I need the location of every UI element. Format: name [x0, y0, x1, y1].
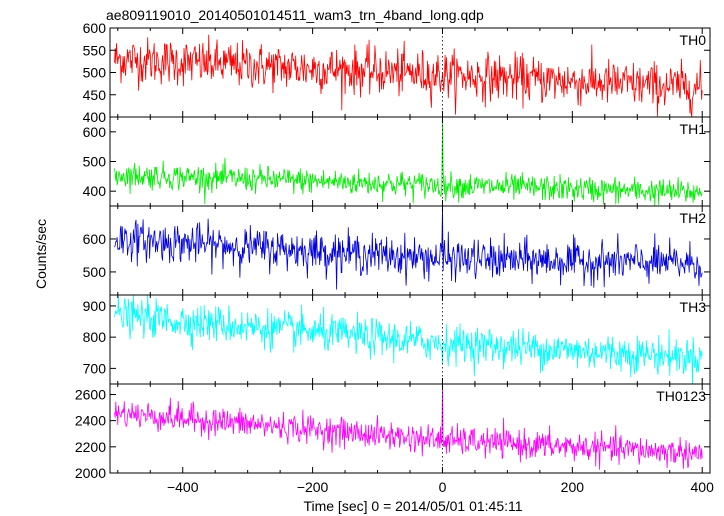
panel-th2: 500 600 TH2 [83, 205, 711, 296]
panel-label-th1: TH1 [680, 121, 707, 137]
y-tick-label: 700 [83, 360, 107, 376]
y-tick-label: 450 [83, 87, 107, 103]
y-tick-label: 800 [83, 329, 107, 345]
x-tick-label: 200 [561, 479, 585, 495]
series-line-th1 [114, 119, 703, 206]
panel-frame [109, 205, 711, 296]
panel-th0: 400 450 500 550 600 TH0 [83, 20, 711, 125]
y-tick-label: 600 [83, 20, 107, 36]
x-tick-label: −400 [167, 479, 199, 495]
panel-frame [109, 383, 711, 474]
panel-th0123: 2000 2200 2400 2600 TH0123 [75, 383, 711, 481]
y-tick-label: 2600 [75, 386, 106, 402]
panel-label-th0123: TH0123 [656, 388, 706, 404]
y-tick-label: 600 [83, 124, 107, 140]
y-tick-label: 500 [83, 65, 107, 81]
y-tick-label: 2400 [75, 413, 106, 429]
y-tick-label: 2000 [75, 465, 106, 481]
chart-title: ae809119010_20140501014511_wam3_trn_4ban… [106, 7, 484, 23]
y-tick-label: 400 [83, 183, 107, 199]
series-line-th2 [114, 206, 703, 290]
y-tick-label: 500 [83, 154, 107, 170]
y-tick-label: 600 [83, 231, 107, 247]
series-line-th3 [114, 295, 703, 384]
panel-label-th0: TH0 [680, 32, 707, 48]
y-tick-label: 500 [83, 264, 107, 280]
y-tick-label: 550 [83, 42, 107, 58]
panel-label-th3: TH3 [680, 299, 707, 315]
panel-label-th2: TH2 [680, 210, 707, 226]
y-tick-label: 2200 [75, 439, 106, 455]
y-tick-label: 900 [83, 298, 107, 314]
panel-th3: 700 800 900 TH3 [83, 294, 711, 385]
y-axis-label: Counts/sec [33, 219, 49, 289]
series-line-th0123 [114, 384, 703, 470]
x-tick-label: −200 [297, 479, 329, 495]
x-tick-label: 400 [691, 479, 715, 495]
y-tick-label: 400 [83, 109, 107, 125]
series-line-th0 [114, 34, 703, 117]
x-axis-label: Time [sec] 0 = 2014/05/01 01:45:11 [303, 498, 522, 514]
panels-group: 400 450 500 550 600 TH0 400 500 600 TH1 500 600 TH2 7… [75, 20, 714, 495]
panel-th1: 400 500 600 TH1 [83, 116, 711, 207]
x-tick-label: 0 [439, 479, 447, 495]
